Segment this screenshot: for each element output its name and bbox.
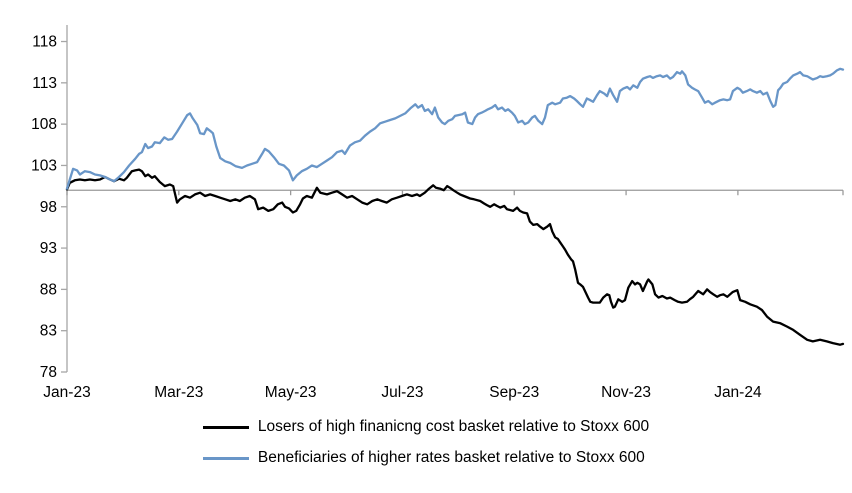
y-tick-label: 93 (40, 240, 57, 257)
series-line-beneficiaries (65, 67, 845, 190)
legend-item-losers: Losers of high finanicng cost basket rel… (202, 418, 650, 436)
x-tick-label: Jan-24 (714, 384, 762, 401)
series-line-losers (65, 168, 845, 346)
y-tick-label: 98 (40, 199, 57, 216)
x-tick-label: Nov-23 (601, 384, 651, 401)
y-tick-label: 103 (31, 157, 57, 174)
y-tick-label: 83 (40, 323, 57, 340)
legend-rows: Losers of high finanicng cost basket rel… (202, 418, 650, 467)
x-tick-label: Mar-23 (154, 384, 203, 401)
beneficiaries-line-swatch (202, 456, 249, 460)
y-tick-label: 118 (32, 34, 57, 51)
relative-performance-line-chart: 78 83 88 93 98 103 108 113 118 Jan-23 Mar-23 May-23… (31, 25, 845, 401)
x-tick-label: Jul-23 (381, 384, 423, 401)
x-tick-label: May-23 (265, 384, 317, 401)
losers-legend-label: Losers of high finanicng cost basket rel… (257, 418, 650, 435)
y-tick-label: 113 (32, 75, 57, 92)
x-tick-label: Sep-23 (489, 384, 539, 401)
y-tick-label: 78 (40, 364, 57, 381)
legend-item-beneficiaries: Beneficiaries of higher rates basket rel… (202, 449, 649, 467)
plot-area: 78 83 88 93 98 103 108 113 118 Jan-23 Mar-23 May-23… (31, 25, 845, 401)
x-tick-label: Jan-23 (43, 384, 90, 401)
losers-line-swatch (202, 425, 249, 429)
y-tick-label: 108 (31, 116, 57, 133)
beneficiaries-legend-label: Beneficiaries of higher rates basket rel… (257, 449, 645, 466)
chart-legend: Losers of high finanicng cost basket rel… (0, 412, 852, 467)
y-tick-label: 88 (40, 281, 57, 298)
